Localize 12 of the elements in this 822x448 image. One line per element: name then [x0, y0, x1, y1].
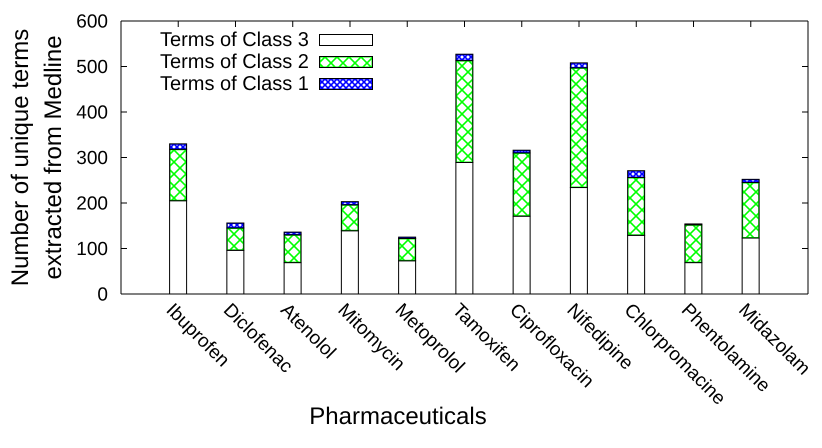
x-axis-title: Pharmaceuticals [309, 403, 487, 430]
legend-label: Terms of Class 1 [160, 73, 309, 95]
y-tick-label: 600 [76, 12, 108, 33]
legend-label: Terms of Class 2 [160, 51, 309, 73]
legend-label: Terms of Class 3 [160, 29, 309, 51]
y-tick-label: 200 [76, 194, 108, 215]
y-tick-label: 500 [76, 57, 108, 78]
y-tick-label: 100 [76, 239, 108, 260]
y-tick-label: 300 [76, 148, 108, 170]
y-tick-label: 400 [76, 102, 108, 124]
y-tick-label: 0 [97, 284, 108, 306]
y-axis-title: Number of unique terms extracted from Medline [6, 28, 66, 286]
